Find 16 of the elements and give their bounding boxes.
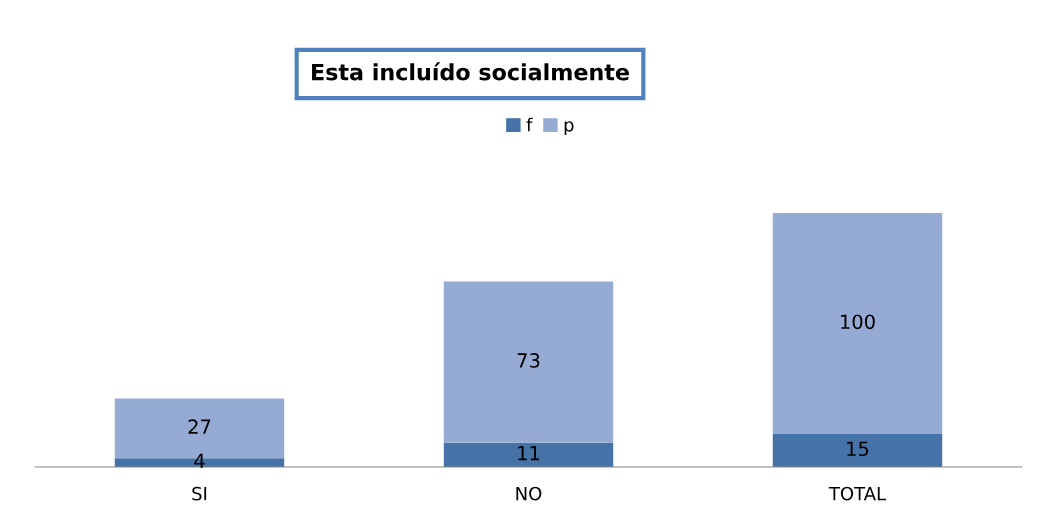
data-label: 73	[517, 353, 540, 368]
data-label: 100	[841, 314, 875, 330]
data-label: 4	[194, 453, 205, 468]
data-label: 15	[847, 441, 869, 457]
legend-label: p	[564, 121, 574, 136]
bar	[443, 281, 614, 443]
data-label: 27	[188, 419, 211, 434]
x-tick-label: SI	[192, 486, 207, 501]
bar	[443, 442, 614, 467]
bar	[772, 213, 943, 434]
bar	[772, 433, 943, 467]
legend-label: f	[526, 117, 533, 132]
chart-title: Esta incluído socialmente	[312, 62, 629, 81]
data-label: 11	[518, 446, 540, 461]
x-tick-label: NO	[516, 486, 542, 501]
x-tick-label: TOTAL	[828, 486, 887, 501]
